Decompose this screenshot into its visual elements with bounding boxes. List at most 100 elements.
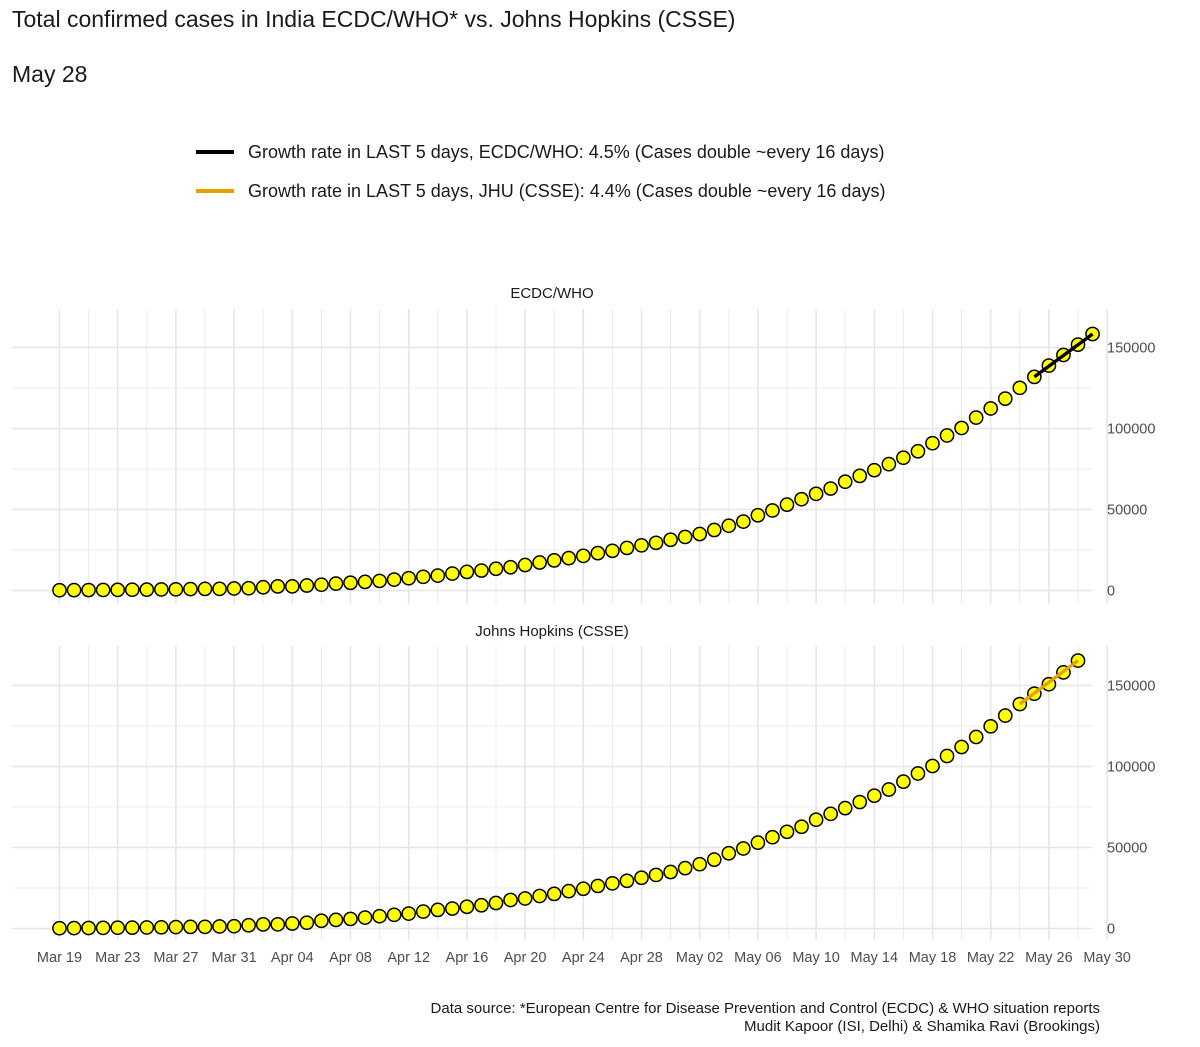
data-point: [459, 899, 475, 915]
data-point: [212, 581, 227, 597]
x-tick-label: May 30: [1083, 950, 1131, 966]
x-tick-label: Mar 19: [37, 950, 82, 966]
chart-subtitle: May 28: [12, 61, 88, 87]
data-point: [590, 878, 606, 894]
x-tick-label: Apr 04: [271, 950, 314, 966]
data-point: [81, 582, 96, 598]
data-point: [634, 870, 649, 886]
data-point: [663, 532, 678, 548]
data-point: [968, 729, 984, 745]
data-point: [474, 563, 489, 578]
data-point: [910, 443, 926, 459]
data-point: [881, 456, 897, 472]
data-point: [546, 886, 562, 902]
y-tick-label: 50000: [1107, 841, 1147, 857]
data-point: [124, 582, 140, 598]
data-point: [270, 579, 286, 594]
data-point: [692, 526, 708, 542]
data-point: [605, 543, 620, 559]
data-point: [983, 401, 999, 416]
legend-label-jhu: Growth rate in LAST 5 days, JHU (CSSE): …: [248, 180, 886, 201]
data-point: [52, 920, 67, 936]
data-point: [808, 812, 824, 828]
data-point: [779, 497, 795, 513]
data-point: [983, 718, 999, 734]
data-point: [706, 522, 722, 538]
data-point: [605, 875, 620, 891]
data-point: [372, 573, 387, 589]
data-point: [750, 507, 766, 523]
data-point: [837, 474, 853, 490]
data-point: [284, 916, 300, 931]
data-point: [517, 557, 533, 573]
x-tick-label: Apr 28: [620, 950, 663, 966]
data-point: [241, 917, 256, 933]
data-point: [139, 582, 155, 597]
panel-jhu: Johns Hopkins (CSSE) Mar 19 Mar 23 Mar 27 Ma…: [12, 623, 1155, 966]
x-tick-label: Apr 20: [504, 950, 547, 966]
data-point: [459, 564, 475, 580]
data-point: [619, 873, 635, 889]
data-point: [561, 550, 577, 566]
x-tick-label: Apr 16: [446, 950, 489, 966]
data-point: [124, 920, 140, 935]
data-point: [183, 581, 198, 597]
x-tick-label: Mar 23: [95, 950, 140, 966]
data-point: [997, 708, 1013, 723]
data-point: [575, 548, 591, 564]
legend-swatch-jhu: [196, 189, 234, 193]
panel-strip-label: Johns Hopkins (CSSE): [475, 623, 628, 640]
data-point: [677, 860, 693, 876]
data-point: [299, 915, 315, 931]
data-point: [561, 883, 577, 899]
data-point: [241, 580, 256, 596]
data-point: [750, 835, 766, 851]
data-point: [765, 503, 780, 518]
data-point: [357, 574, 373, 590]
data-point: [634, 537, 649, 553]
data-point: [168, 581, 184, 597]
data-point: [590, 545, 606, 561]
data-point: [139, 920, 155, 935]
data-point: [808, 486, 824, 502]
caption-authors: Mudit Kapoor (ISI, Delhi) & Shamika Ravi…: [744, 1018, 1100, 1035]
data-point: [95, 920, 111, 936]
data-point: [328, 576, 344, 591]
y-tick-label: 100000: [1107, 760, 1155, 776]
data-point: [692, 856, 708, 872]
data-point: [648, 535, 664, 551]
y-tick-label: 50000: [1107, 503, 1147, 519]
data-point: [779, 824, 795, 840]
data-point: [939, 748, 955, 764]
data-point: [415, 904, 431, 919]
data-point: [546, 553, 562, 568]
data-point: [154, 582, 169, 597]
data-point: [939, 428, 955, 443]
data-point: [968, 410, 984, 425]
data-point: [474, 897, 489, 913]
data-point: [110, 920, 126, 936]
data-point: [386, 907, 402, 923]
data-point: [401, 570, 417, 586]
y-tick-label: 150000: [1107, 679, 1155, 695]
data-point: [823, 481, 839, 496]
panel-strip-label: ECDC/WHO: [510, 285, 593, 302]
x-tick-label: Apr 08: [329, 950, 372, 966]
data-point: [95, 582, 111, 598]
legend-item-jhu: Growth rate in LAST 5 days, JHU (CSSE): …: [196, 179, 885, 203]
data-point: [430, 902, 446, 918]
data-point: [837, 800, 853, 816]
data-point: [81, 920, 96, 936]
data-point: [314, 577, 329, 593]
data-point: [226, 581, 242, 596]
data-point: [255, 579, 271, 595]
trend-line: [1018, 659, 1080, 706]
data-point: [866, 788, 882, 804]
data-point: [343, 575, 358, 591]
x-tick-label: Apr 24: [562, 950, 605, 966]
data-point: [488, 895, 504, 911]
data-point: [488, 561, 504, 577]
panel-ecdc: ECDC/WHO 0 50000 100000 150000: [12, 285, 1155, 604]
y-tick-label: 100000: [1107, 422, 1155, 438]
data-point: [997, 391, 1013, 406]
